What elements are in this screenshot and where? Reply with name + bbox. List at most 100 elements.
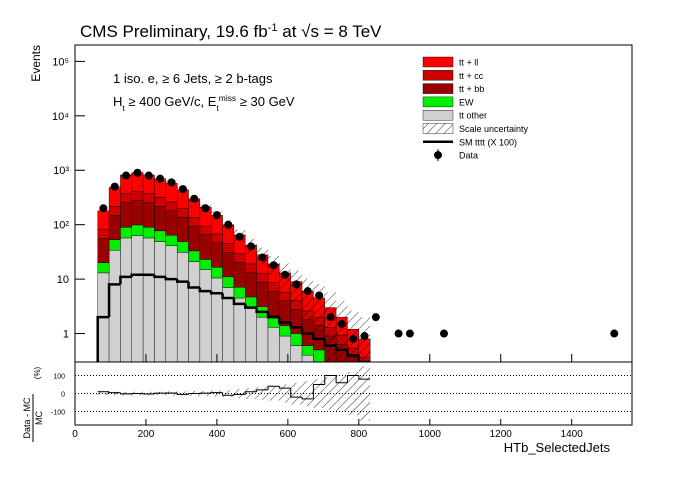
histogram-bar xyxy=(143,203,154,228)
histogram-bar xyxy=(109,206,120,215)
y-tick-label: 1 xyxy=(63,329,69,341)
legend-label: tt other xyxy=(459,111,487,121)
text-part: 1 iso. e, ≥ 6 Jets, ≥ 2 b-tags xyxy=(113,71,273,86)
ratio-y-label: Data - MC xyxy=(22,397,32,439)
histogram-bar xyxy=(245,264,256,273)
text-part: at √s = 8 TeV xyxy=(278,22,383,41)
histogram-bar xyxy=(177,252,188,364)
histogram-bar xyxy=(177,208,188,217)
histogram-bar xyxy=(166,246,177,364)
legend-label: EW xyxy=(459,97,474,107)
histogram-bar xyxy=(177,242,188,253)
histogram-bar xyxy=(98,263,109,273)
y-tick-label: 10⁵ xyxy=(52,56,69,68)
histogram-bar xyxy=(234,263,245,288)
legend-label: Scale uncertainty xyxy=(459,124,529,134)
histogram-bar xyxy=(234,287,245,298)
data-point xyxy=(190,195,198,203)
histogram-bar xyxy=(177,217,188,241)
histogram-bar xyxy=(120,194,131,203)
histogram-bar xyxy=(166,211,177,235)
histogram-bar xyxy=(132,236,143,364)
data-point xyxy=(236,233,244,241)
histogram-bar xyxy=(291,346,302,364)
histogram-bar xyxy=(211,234,222,243)
text-part: ≥ 400 GeV/c, E xyxy=(125,94,217,109)
histogram-bar xyxy=(189,251,200,262)
histogram-bar xyxy=(189,218,200,227)
histogram-bar xyxy=(279,292,290,301)
histogram-bar xyxy=(302,346,313,356)
histogram-bar xyxy=(109,240,120,250)
histogram-bar xyxy=(279,326,290,336)
legend-label: tt + ll xyxy=(459,58,478,68)
annotation: 1 iso. e, ≥ 6 Jets, ≥ 2 b-tags xyxy=(113,71,273,86)
ratio-y-tick-label: 0 xyxy=(61,392,65,399)
data-point xyxy=(326,313,334,321)
histogram-bar xyxy=(132,200,143,224)
chart-title: CMS Preliminary, 19.6 fb-1 at √s = 8 TeV xyxy=(80,22,382,41)
uncertainty-band xyxy=(336,301,347,364)
histogram-bar xyxy=(98,230,109,239)
histogram-bar xyxy=(245,297,256,308)
legend-swatch xyxy=(423,110,453,120)
legend-label: Data xyxy=(459,151,478,161)
histogram-bar xyxy=(268,327,279,364)
y-tick-label: 10³ xyxy=(53,165,69,177)
histogram-bar xyxy=(223,252,234,276)
data-point xyxy=(360,332,368,340)
histogram-bar xyxy=(166,235,177,246)
histogram-bar xyxy=(98,273,109,364)
histogram-bar xyxy=(109,250,120,364)
histogram-bar xyxy=(200,270,211,364)
histogram-bar xyxy=(120,238,131,364)
data-point xyxy=(111,183,119,191)
histogram-bar xyxy=(132,225,143,236)
data-point xyxy=(406,330,414,338)
histogram-bar xyxy=(189,262,200,364)
histogram-bar xyxy=(154,206,165,230)
data-point xyxy=(247,242,255,250)
histogram-bar xyxy=(268,292,279,316)
x-tick-label: 1000 xyxy=(419,429,442,440)
y-tick-label: 10 xyxy=(57,274,69,286)
histogram-bar xyxy=(200,259,211,269)
data-point xyxy=(179,185,187,193)
legend-label: tt + bb xyxy=(459,84,484,94)
legend-swatch xyxy=(423,97,453,107)
histogram-bar xyxy=(109,215,120,239)
histogram-bar xyxy=(245,308,256,364)
data-point xyxy=(145,172,153,180)
x-axis-label: HTb_SelectedJets xyxy=(504,440,611,455)
legend-swatch xyxy=(423,84,453,94)
data-point xyxy=(122,172,130,180)
data-point xyxy=(610,330,618,338)
histogram-bar xyxy=(245,273,256,297)
histogram-bar xyxy=(257,282,268,306)
legend-label: SM tttt (X 100) xyxy=(459,137,517,147)
text-part: ≥ 30 GeV xyxy=(236,94,295,109)
data-point xyxy=(270,261,278,269)
text-part: miss xyxy=(219,93,236,103)
legend-swatch xyxy=(423,70,453,80)
x-tick-label: 200 xyxy=(138,429,155,440)
ratio-y-label: (%) xyxy=(33,366,42,379)
data-point xyxy=(292,280,300,288)
histogram-bar xyxy=(200,226,211,235)
data-point xyxy=(99,204,107,212)
data-point xyxy=(213,211,221,219)
x-tick-label: 1200 xyxy=(490,429,513,440)
histogram-bar xyxy=(268,283,279,292)
legend-swatch xyxy=(434,151,442,159)
data-point xyxy=(315,291,323,299)
x-tick-label: 0 xyxy=(72,429,78,440)
uncertainty-band xyxy=(325,292,336,362)
histogram-bar xyxy=(234,298,245,364)
data-point xyxy=(167,178,175,186)
text-part: -1 xyxy=(268,22,278,34)
histogram-bar xyxy=(291,334,302,346)
histogram-bar xyxy=(143,227,154,238)
histogram-bar xyxy=(313,350,324,362)
